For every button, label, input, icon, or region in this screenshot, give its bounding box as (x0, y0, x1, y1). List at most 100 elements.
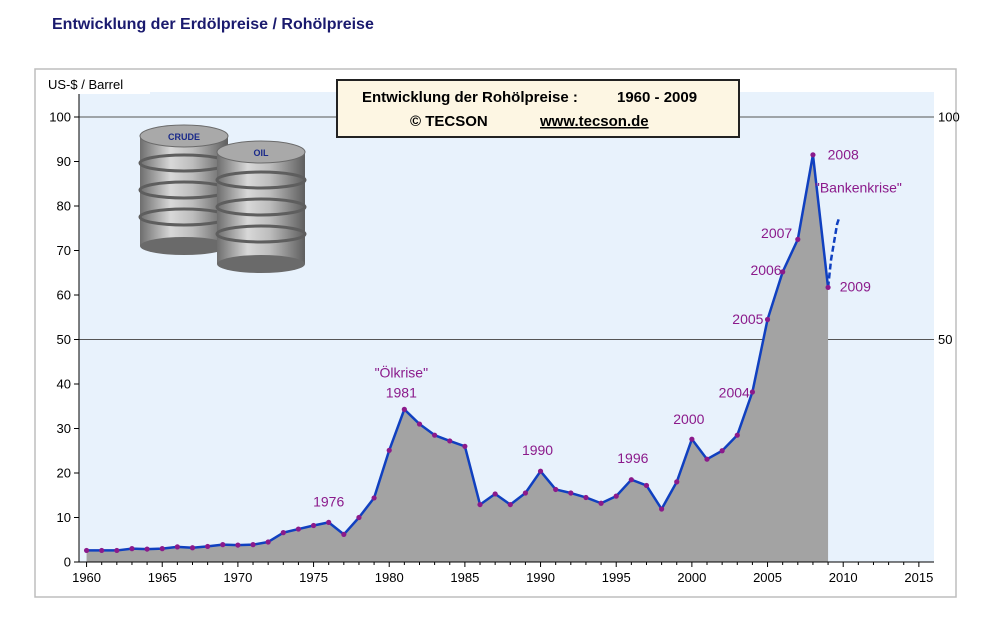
data-point-1979 (371, 495, 377, 501)
y-axis-label: US-$ / Barrel (48, 77, 123, 92)
data-point-1967 (189, 545, 196, 551)
x-tick-label-1985: 1985 (450, 570, 479, 585)
data-point-1981 (401, 406, 407, 412)
data-point-1987 (492, 491, 498, 497)
oil-barrel: OIL (215, 140, 307, 273)
data-point-2001 (704, 456, 710, 462)
annotation-0: 1976 (313, 493, 344, 509)
data-point-1963 (129, 546, 135, 552)
x-tick-label-1980: 1980 (375, 570, 404, 585)
data-point-1992 (568, 490, 574, 496)
data-point-1989 (522, 490, 529, 496)
page-heading: Entwicklung der Erdölpreise / Rohölpreis… (52, 16, 374, 33)
data-point-1964 (144, 546, 150, 552)
data-point-1970 (235, 542, 241, 548)
data-point-1999 (674, 479, 680, 485)
annotation-4: 1996 (617, 450, 648, 466)
data-point-1986 (477, 501, 483, 508)
annotations: 1976 "Ölkrise" 1981 1990 1996 2000 2004 2005 200… (313, 146, 902, 509)
y-tick-label-30: 30 (57, 421, 71, 436)
y-tick-label-80: 80 (57, 199, 71, 214)
data-point-2003 (734, 432, 740, 438)
annotation-8: 2006 (750, 262, 781, 278)
data-point-1984 (447, 438, 453, 444)
data-point-2008 (810, 152, 816, 158)
y-tick-label-40: 40 (57, 377, 71, 392)
y-tick-label-10: 10 (57, 510, 71, 525)
x-tick-label-2010: 2010 (829, 570, 858, 585)
title-box-label: Entwicklung der Rohölpreise : (362, 89, 578, 106)
data-point-1972 (265, 539, 271, 545)
chart-title-box: Entwicklung der Rohölpreise : 1960 - 200… (336, 79, 740, 138)
annotation-11: "Bankenkrise" (815, 180, 902, 196)
annotation-5: 2000 (673, 411, 704, 427)
y-tick-label-20: 20 (57, 466, 71, 481)
annotation-12: 2009 (840, 278, 871, 294)
data-point-1966 (174, 544, 180, 550)
data-point-2009 (825, 284, 831, 291)
x-tick-label-2015: 2015 (904, 570, 933, 585)
y-tick-label-60: 60 (57, 288, 71, 303)
data-point-1988 (507, 501, 513, 508)
data-point-1962 (114, 547, 120, 554)
x-tick-label-2000: 2000 (677, 570, 706, 585)
data-point-1991 (553, 486, 559, 493)
data-point-1974 (295, 526, 302, 532)
data-point-1978 (356, 514, 362, 521)
title-box-copyright: © TECSON (410, 113, 488, 130)
x-tick-label-1965: 1965 (148, 570, 177, 585)
annotation-6: 2004 (719, 384, 750, 400)
data-point-1971 (250, 542, 256, 548)
title-box-frame (336, 79, 740, 138)
data-point-1996 (628, 477, 634, 483)
data-point-1982 (416, 421, 423, 427)
data-point-1973 (280, 530, 286, 536)
data-point-1975 (310, 522, 317, 529)
y-tick-label-100: 100 (49, 110, 71, 125)
data-point-2000 (689, 436, 695, 442)
data-point-1983 (432, 432, 438, 438)
data-point-2006 (780, 269, 786, 275)
data-point-1960 (83, 547, 90, 554)
annotation-7: 2005 (732, 311, 763, 327)
x-tick-label-2005: 2005 (753, 570, 782, 585)
data-point-1990 (537, 468, 544, 474)
data-point-1985 (462, 443, 468, 449)
data-point-1980 (386, 447, 392, 453)
data-point-1993 (583, 494, 589, 501)
svg-text:OIL: OIL (254, 148, 270, 158)
y-tick-label-70: 70 (57, 243, 71, 258)
y-tick-label-right-100: 100 (938, 110, 960, 125)
y-tick-label-90: 90 (57, 154, 71, 169)
data-markers (83, 152, 831, 554)
y-tick-label-0: 0 (64, 555, 71, 570)
data-point-2004 (749, 389, 756, 395)
data-point-1977 (341, 531, 347, 538)
x-tick-label-1960: 1960 (72, 570, 101, 585)
annotation-1: "Ölkrise" (375, 363, 429, 380)
data-point-2005 (764, 316, 771, 323)
annotation-10: 2008 (828, 146, 859, 162)
y-tick-label-50: 50 (57, 332, 71, 347)
data-point-1997 (643, 482, 650, 489)
data-point-1969 (220, 542, 226, 548)
area-fill (86, 154, 829, 562)
data-point-2002 (719, 448, 725, 454)
x-tick-label-1975: 1975 (299, 570, 328, 585)
x-tick-label-1995: 1995 (602, 570, 631, 585)
title-box-url[interactable]: www.tecson.de (539, 113, 649, 130)
data-point-2007 (795, 236, 801, 242)
svg-text:CRUDE: CRUDE (168, 132, 200, 142)
data-point-1965 (159, 546, 165, 552)
x-tick-label-1990: 1990 (526, 570, 555, 585)
oil-barrels-image: CRUDE OIL (138, 124, 307, 273)
crude-barrel: CRUDE (138, 124, 230, 255)
data-point-1976 (326, 519, 332, 525)
annotation-3: 1990 (522, 442, 553, 458)
data-point-1994 (598, 500, 604, 506)
data-point-1998 (659, 506, 665, 512)
title-box-years: 1960 - 2009 (617, 89, 697, 106)
ylabel-bg (42, 74, 150, 94)
data-point-1995 (613, 493, 619, 499)
annotation-9: 2007 (761, 225, 792, 241)
